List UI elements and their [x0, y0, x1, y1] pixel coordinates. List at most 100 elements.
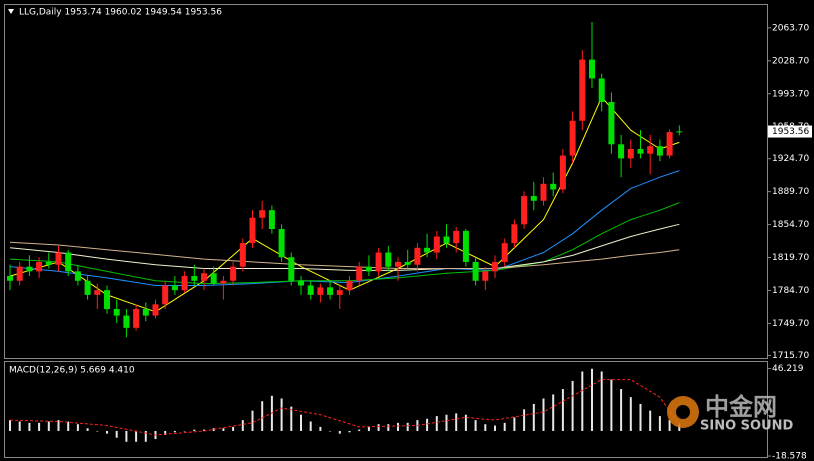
candle-body: [482, 271, 489, 281]
macd-bar: [309, 421, 312, 431]
macd-bar: [193, 429, 196, 431]
macd-bar: [222, 428, 225, 431]
macd-bar: [561, 389, 564, 431]
y-tick-label: 1819.70: [772, 253, 809, 263]
candle-body: [598, 78, 605, 102]
candle-body: [618, 144, 625, 159]
macd-bar: [135, 430, 138, 442]
logo-hole: [676, 405, 690, 419]
macd-bar: [173, 430, 176, 433]
candle-body: [424, 247, 431, 253]
macd-bar: [329, 430, 332, 432]
macd-bar: [377, 424, 380, 431]
candle-body: [540, 183, 547, 201]
y-tick-label: 1749.70: [772, 319, 809, 329]
macd-bar: [532, 403, 535, 431]
candle-body: [666, 132, 673, 156]
chart-title: LLG,Daily 1953.74 1960.02 1949.54 1953.5…: [19, 8, 222, 18]
candle-body: [637, 149, 644, 154]
candle-body: [133, 309, 140, 328]
macd-bar: [9, 420, 11, 431]
candle-body: [521, 196, 528, 225]
candle-body: [656, 146, 663, 156]
candle-body: [142, 309, 149, 316]
macd-bar: [38, 422, 41, 431]
macd-pane: [4, 361, 768, 458]
macd-bar: [261, 401, 264, 431]
candle-body: [433, 236, 440, 253]
candle-body: [579, 59, 586, 121]
macd-bar: [426, 418, 429, 431]
menu-triangle: [8, 9, 14, 14]
candle-body: [453, 230, 460, 244]
macd-bar: [406, 422, 409, 431]
macd-bar: [620, 389, 623, 431]
signal-line: [9, 379, 680, 436]
candle-body: [210, 273, 217, 284]
macd-bar: [241, 420, 244, 431]
candle-body: [443, 236, 450, 244]
price-pane: [4, 4, 768, 359]
macd-bar: [552, 394, 555, 431]
macd-bar: [47, 421, 50, 431]
y-tick-label: 1889.70: [772, 187, 809, 197]
candle-body: [676, 131, 683, 133]
macd-bar: [523, 409, 526, 431]
candle-body: [162, 285, 169, 305]
macd-bar: [542, 398, 545, 431]
candle-body: [259, 210, 266, 218]
candle-body: [414, 247, 421, 265]
candle-body: [356, 266, 363, 281]
y-tick-label: 46.219: [772, 364, 804, 374]
macd-bar: [591, 368, 593, 431]
macd-bar: [445, 414, 448, 431]
macd-bar: [76, 424, 79, 431]
macd-bar: [67, 421, 70, 431]
candle-body: [7, 276, 13, 281]
candle-body: [608, 101, 615, 145]
candle-body: [569, 120, 576, 156]
macd-bar: [484, 424, 487, 431]
candle-body: [201, 273, 207, 281]
candle-body: [472, 261, 479, 281]
macd-bar: [348, 430, 351, 433]
candle-body: [462, 230, 469, 262]
macd-bar: [115, 430, 118, 438]
macd-bar: [464, 414, 467, 431]
candle-body: [511, 224, 518, 244]
macd-bar: [639, 403, 642, 431]
candle-body: [65, 252, 72, 272]
macd-bar: [435, 416, 438, 431]
y-tick-label: 1924.70: [772, 154, 809, 164]
candle-body: [239, 243, 246, 267]
macd-bar: [397, 422, 399, 431]
macd-bar: [658, 416, 661, 431]
macd-bar: [494, 425, 496, 431]
macd-bar: [18, 421, 21, 431]
macd-bar: [629, 397, 632, 431]
candle-body: [152, 304, 159, 316]
candle-body: [550, 183, 557, 190]
candle-body: [94, 290, 101, 295]
candle-body: [288, 257, 295, 281]
candle-body: [191, 276, 198, 281]
macd-bar: [251, 410, 254, 431]
candle-body: [171, 285, 178, 291]
candle-body: [268, 210, 275, 229]
candle-body: [104, 290, 110, 309]
macd-bar: [503, 422, 506, 431]
candle-body: [530, 196, 537, 201]
candle-body: [627, 149, 634, 159]
candle-body: [181, 276, 188, 291]
candle-body: [16, 266, 23, 281]
candle-body: [647, 146, 654, 154]
candle-body: [307, 285, 314, 295]
candle-body: [346, 280, 353, 291]
macd-bar: [96, 430, 99, 432]
candle-body: [395, 261, 401, 267]
candle-body: [385, 252, 392, 267]
macd-bar: [183, 430, 186, 432]
macd-bar: [164, 430, 167, 436]
